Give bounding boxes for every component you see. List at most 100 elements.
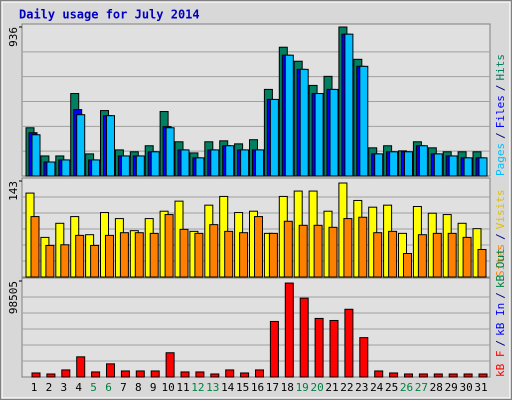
bar [209,224,219,278]
bar [239,232,249,278]
bar [225,369,235,378]
bar [284,282,294,378]
bar [135,155,145,177]
x-tick-label: 3 [60,381,67,394]
bar [90,244,100,278]
bar [150,151,160,177]
x-tick-label: 30 [459,381,472,394]
bar [61,159,71,177]
bar [106,363,115,378]
legend: kB F / kB In / kB Out [494,248,507,377]
bar [284,54,294,177]
bar [344,308,354,378]
bar [403,253,412,278]
x-tick-label: 6 [105,381,112,394]
bar [255,369,264,378]
bar [328,226,338,278]
bar [255,149,264,177]
bar [195,157,205,177]
x-tick-label: 20 [310,381,323,394]
x-tick-label: 9 [150,381,157,394]
bar [433,373,443,378]
bar [418,145,428,177]
x-tick-label: 28 [430,381,443,394]
bar [46,373,56,378]
bar [463,157,473,177]
y-tick-label: 143 [7,181,20,201]
bar [299,68,309,177]
bar [224,230,234,278]
legend-separator: / [494,233,507,240]
legend-entry: Files [494,95,507,128]
bar [135,370,145,378]
bar [75,234,85,278]
bar [120,370,130,378]
legend-separator: / [494,340,507,347]
x-tick-label: 18 [281,381,294,394]
bar [359,337,369,378]
bar [61,369,71,378]
bar [269,320,279,378]
bar [106,115,115,177]
x-tick-label: 17 [266,381,279,394]
bar [120,155,130,177]
bar [225,145,235,177]
bar [240,372,250,378]
bar [462,236,472,278]
bar [432,232,442,278]
x-tick-label: 15 [236,381,249,394]
x-tick-label: 13 [206,381,219,394]
legend-separator: / [494,132,507,139]
x-tick-label: 23 [355,381,368,394]
x-tick-label: 31 [474,381,487,394]
x-tick-label: 10 [161,381,174,394]
bar [134,232,144,278]
bar [119,232,129,278]
bar [344,33,354,177]
bar [359,65,369,177]
bar [389,372,399,378]
bar [478,373,488,378]
bar [314,93,324,177]
x-tick-label: 4 [75,381,82,394]
x-tick-label: 22 [340,381,353,394]
x-tick-label: 14 [221,381,235,394]
bar [329,319,339,378]
x-tick-label: 12 [191,381,204,394]
bar [180,149,190,177]
bar [417,234,427,278]
x-tick-label: 2 [46,381,53,394]
bar [76,114,86,177]
y-tick-label: 936 [7,27,20,47]
legend-entry: kB F [494,351,507,378]
bar [463,373,473,378]
bar [388,230,398,278]
bar [433,153,443,177]
y-tick-label: 98505 [7,281,20,314]
bar [358,216,368,278]
bar [404,373,413,378]
bar [299,297,309,378]
bar [60,244,70,278]
bar [165,352,175,378]
legend-entry: kB Out [494,248,507,288]
bar [478,157,488,177]
bar [76,356,86,378]
legend-separator: / [494,292,507,299]
bar [448,155,458,177]
bar [418,373,428,378]
x-tick-label: 27 [415,381,428,394]
bar [343,218,353,278]
bar [45,244,55,278]
legend-entry: Pages [494,143,507,176]
bar [31,372,41,378]
legend-entry: Hits [494,54,507,81]
bar [477,248,487,278]
bar [329,88,339,177]
bar [313,224,323,278]
bar [268,232,278,278]
x-tick-label: 24 [370,381,384,394]
x-tick-label: 16 [251,381,264,394]
bar [389,151,399,177]
